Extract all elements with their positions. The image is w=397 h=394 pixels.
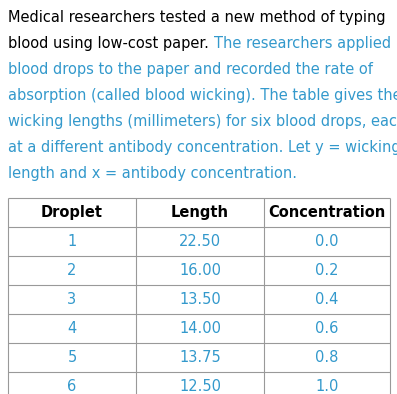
Text: absorption (called blood wicking). The table gives the: absorption (called blood wicking). The t…: [8, 88, 397, 103]
Text: 13.50: 13.50: [179, 292, 221, 307]
Text: 16.00: 16.00: [179, 263, 221, 278]
Text: 22.50: 22.50: [179, 234, 221, 249]
Text: at a different antibody concentration. Let y = wicking: at a different antibody concentration. L…: [8, 140, 397, 155]
Text: 12.50: 12.50: [179, 379, 221, 394]
Text: 0.6: 0.6: [315, 321, 339, 336]
Text: 5: 5: [67, 350, 77, 365]
Text: 0.0: 0.0: [315, 234, 339, 249]
Text: 4: 4: [67, 321, 77, 336]
Text: 14.00: 14.00: [179, 321, 221, 336]
Text: Concentration: Concentration: [268, 205, 385, 220]
Text: blood drops to the paper and recorded the rate of: blood drops to the paper and recorded th…: [8, 62, 373, 77]
Text: length and x = antibody concentration.: length and x = antibody concentration.: [8, 166, 297, 181]
Text: 6: 6: [67, 379, 77, 394]
Text: 0.4: 0.4: [315, 292, 339, 307]
Text: Droplet: Droplet: [41, 205, 103, 220]
Text: Length: Length: [171, 205, 229, 220]
Text: blood using low-cost paper.: blood using low-cost paper.: [8, 36, 214, 51]
Text: 3: 3: [67, 292, 77, 307]
Text: 2: 2: [67, 263, 77, 278]
Text: Medical researchers tested a new method of typing: Medical researchers tested a new method …: [8, 10, 385, 25]
Text: 1.0: 1.0: [315, 379, 339, 394]
Text: wicking lengths (millimeters) for six blood drops, each: wicking lengths (millimeters) for six bl…: [8, 114, 397, 129]
Text: 0.8: 0.8: [315, 350, 339, 365]
Text: 0.2: 0.2: [315, 263, 339, 278]
Text: 1: 1: [67, 234, 77, 249]
Text: 13.75: 13.75: [179, 350, 221, 365]
Text: The researchers applied: The researchers applied: [214, 36, 391, 51]
